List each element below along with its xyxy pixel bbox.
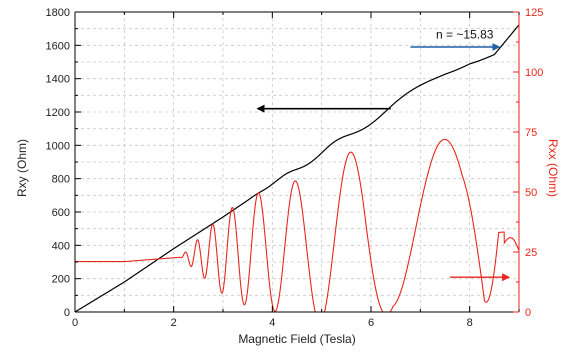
y-right-tick-label: 50 xyxy=(525,187,537,199)
y-left-tick-label: 400 xyxy=(52,240,70,252)
y-right-tick-label: 75 xyxy=(525,127,537,139)
y-left-tick-label: 1800 xyxy=(46,7,70,19)
series-layer xyxy=(74,24,520,313)
ticks: 0 2 4 6 8 0 200 400 600 800 1000 1200 1400 1600 1800 0 2… xyxy=(46,7,544,329)
y-right-tick-label: 125 xyxy=(525,7,543,19)
grid xyxy=(75,12,519,312)
y-left-tick-label: 800 xyxy=(52,174,70,186)
y-left-tick-label: 600 xyxy=(52,207,70,219)
right-axis-label: Rxx (Ohm) xyxy=(546,139,560,197)
x-tick-label: 0 xyxy=(72,317,78,329)
y-right-tick-label: 0 xyxy=(525,307,531,319)
rxy-series-line xyxy=(74,24,520,313)
y-left-tick-label: 1400 xyxy=(46,74,70,86)
annotations: n = ~15.83 xyxy=(256,28,511,282)
y-left-tick-label: 1200 xyxy=(46,107,70,119)
y-left-tick-label: 200 xyxy=(52,274,70,286)
x-tick-label: 2 xyxy=(171,317,177,329)
annotation-label: n = ~15.83 xyxy=(436,28,494,42)
y-right-tick-label: 25 xyxy=(525,247,537,259)
y-left-tick-label: 1600 xyxy=(46,40,70,52)
left-axis-label: Rxy (Ohm) xyxy=(15,139,29,197)
x-tick-label: 4 xyxy=(269,317,275,329)
x-axis-label: Magnetic Field (Tesla) xyxy=(238,332,355,346)
y-left-tick-label: 0 xyxy=(64,307,70,319)
x-tick-label: 8 xyxy=(467,317,473,329)
y-right-tick-label: 100 xyxy=(525,67,543,79)
rxx-series-line xyxy=(75,138,520,313)
y-left-tick-label: 1000 xyxy=(46,140,70,152)
x-tick-label: 6 xyxy=(368,317,374,329)
